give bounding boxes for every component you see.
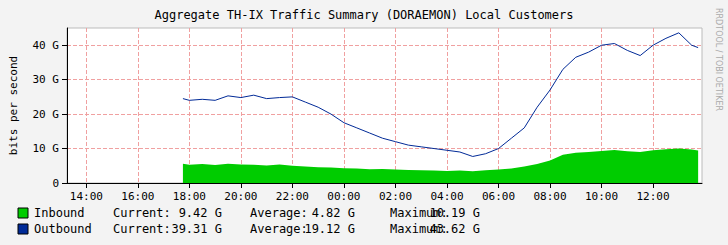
svg-text:40 G: 40 G xyxy=(33,39,60,52)
svg-text:08:00: 08:00 xyxy=(533,190,566,203)
svg-text:43.62 G: 43.62 G xyxy=(429,222,480,236)
svg-text:00:00: 00:00 xyxy=(327,190,360,203)
svg-text:Outbound: Outbound xyxy=(34,222,92,236)
svg-text:20 G: 20 G xyxy=(33,108,60,121)
svg-text:12:00: 12:00 xyxy=(636,190,669,203)
svg-text:19.12 G: 19.12 G xyxy=(304,222,355,236)
svg-text:02:00: 02:00 xyxy=(379,190,412,203)
svg-text:Maximum:: Maximum: xyxy=(390,206,448,220)
svg-text:22:00: 22:00 xyxy=(276,190,309,203)
svg-text:Average:: Average: xyxy=(250,206,308,220)
svg-text:RRDTOOL / TOBI OETIKER: RRDTOOL / TOBI OETIKER xyxy=(714,8,723,111)
svg-text:10 G: 10 G xyxy=(33,142,60,155)
svg-text:06:00: 06:00 xyxy=(482,190,515,203)
svg-text:9.42 G: 9.42 G xyxy=(179,206,222,220)
svg-text:Current:: Current: xyxy=(113,206,171,220)
svg-text:Current:: Current: xyxy=(113,222,171,236)
svg-text:4.82 G: 4.82 G xyxy=(312,206,355,220)
svg-text:Maximum:: Maximum: xyxy=(390,222,448,236)
svg-text:16:00: 16:00 xyxy=(121,190,154,203)
svg-text:Inbound: Inbound xyxy=(34,206,85,220)
svg-text:bits per second: bits per second xyxy=(7,56,20,155)
svg-text:14:00: 14:00 xyxy=(70,190,103,203)
svg-text:10:00: 10:00 xyxy=(585,190,618,203)
svg-text:04:00: 04:00 xyxy=(430,190,463,203)
svg-text:10.19 G: 10.19 G xyxy=(429,206,480,220)
svg-text:Aggregate TH-IX Traffic Summar: Aggregate TH-IX Traffic Summary (DORAEMO… xyxy=(154,8,573,22)
svg-text:20:00: 20:00 xyxy=(224,190,257,203)
svg-text:30 G: 30 G xyxy=(33,73,60,86)
svg-text:Average:: Average: xyxy=(250,222,308,236)
svg-text:0: 0 xyxy=(52,177,59,190)
svg-text:18:00: 18:00 xyxy=(173,190,206,203)
svg-text:39.31 G: 39.31 G xyxy=(171,222,222,236)
